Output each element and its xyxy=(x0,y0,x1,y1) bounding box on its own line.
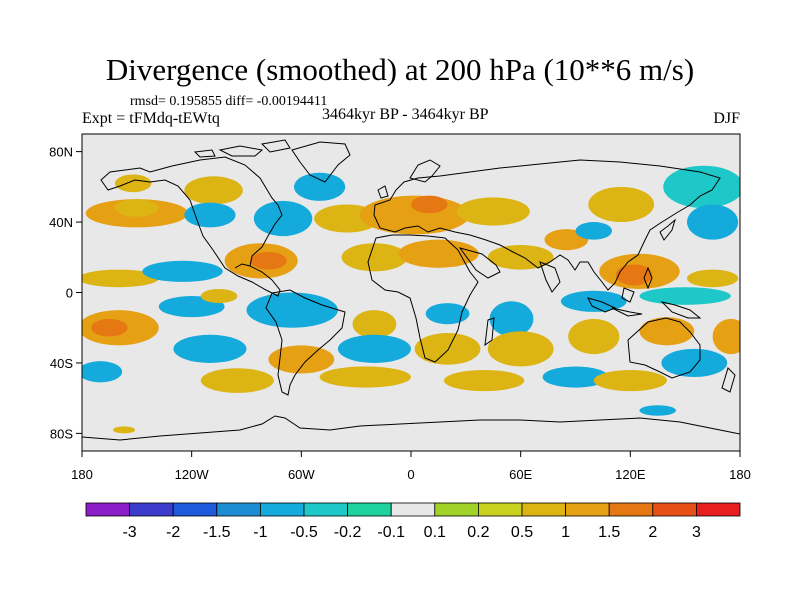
colorbar-swatch-1 xyxy=(129,502,174,517)
colorbar-swatch-7 xyxy=(390,502,436,517)
divergence-anomaly-40 xyxy=(487,331,554,367)
colorbar-swatch-5 xyxy=(303,502,348,517)
colorbar-swatch-12 xyxy=(608,502,654,517)
divergence-anomaly-49 xyxy=(542,366,609,388)
lon-tick-label: 180 xyxy=(729,467,751,482)
colorbar-swatch-9 xyxy=(477,502,523,517)
period-label: 3464kyr BP - 3464kyr BP xyxy=(322,106,489,123)
divergence-anomaly-19 xyxy=(398,239,479,268)
colorbar-label: 1.5 xyxy=(598,524,620,541)
latitude-axis: 80N 40N 0 40S 80S xyxy=(49,145,82,441)
lon-tick-label: 60W xyxy=(288,467,315,482)
experiment-label: Expt = tFMdq-tEWtq xyxy=(82,110,220,127)
divergence-anomaly-17 xyxy=(250,251,287,270)
lat-tick-label: 0 xyxy=(66,286,73,301)
colorbar-label: -0.2 xyxy=(334,524,362,541)
divergence-anomaly-28 xyxy=(352,310,397,339)
divergence-anomaly-37 xyxy=(268,345,335,374)
lon-tick-label: 60E xyxy=(509,467,532,482)
divergence-anomaly-10 xyxy=(456,197,530,226)
lat-tick-label: 40S xyxy=(50,356,73,371)
coastline-layer xyxy=(82,139,740,441)
divergence-anomaly-29 xyxy=(425,303,470,325)
colorbar-swatch-6 xyxy=(347,502,392,517)
divergence-anomaly-43 xyxy=(661,348,728,378)
colorbar-label: -1.5 xyxy=(203,524,231,541)
divergence-anomaly-48 xyxy=(443,369,525,392)
divergence-anomaly-3 xyxy=(184,176,243,205)
colorbar-label: -0.5 xyxy=(290,524,318,541)
divergence-anomaly-6 xyxy=(294,172,346,201)
lat-tick-label: 80N xyxy=(49,145,73,160)
colorbar-label: -3 xyxy=(122,524,136,541)
colorbar-swatch-10 xyxy=(521,502,566,517)
colorbar-label: 3 xyxy=(692,524,701,541)
season-label: DJF xyxy=(713,110,740,127)
colorbar-label: -1 xyxy=(253,524,267,541)
divergence-anomaly-18 xyxy=(341,243,408,272)
divergence-anomaly-2 xyxy=(114,174,152,193)
divergence-anomaly-31 xyxy=(560,290,627,312)
colorbar-swatch-3 xyxy=(216,502,261,517)
divergence-anomaly-41 xyxy=(568,318,620,355)
colorbar-label: 0.5 xyxy=(511,524,533,541)
lon-tick-label: 180 xyxy=(71,467,93,482)
divergence-anomaly-52 xyxy=(113,426,136,434)
divergence-anomaly-36 xyxy=(173,334,247,363)
divergence-anomaly-35 xyxy=(91,318,128,337)
divergence-anomaly-33 xyxy=(686,269,739,288)
lat-tick-label: 40N xyxy=(49,215,73,230)
divergence-anomaly-9 xyxy=(411,195,448,214)
divergence-anomaly-24 xyxy=(575,222,613,240)
divergence-anomaly-27 xyxy=(246,292,338,328)
colorbar-swatch-8 xyxy=(434,502,479,517)
divergence-anomaly-20 xyxy=(487,244,554,270)
lon-tick-label: 120E xyxy=(615,467,646,482)
divergence-anomaly-38 xyxy=(337,334,412,363)
divergence-anomaly-44 xyxy=(712,318,740,355)
colorbar-swatch-14 xyxy=(696,502,741,517)
longitude-axis: 180 120W 60W 0 60E 120E 180 xyxy=(71,451,751,482)
lon-tick-label: 120W xyxy=(175,467,210,482)
divergence-anomaly-45 xyxy=(82,361,123,383)
colorbar-swatch-11 xyxy=(565,502,610,517)
divergence-anomaly-50 xyxy=(593,369,667,392)
lat-tick-label: 80S xyxy=(50,426,73,441)
map-background xyxy=(82,134,740,451)
divergence-anomaly-23 xyxy=(615,264,653,286)
divergence-anomaly-15 xyxy=(142,260,223,282)
divergence-anomaly-47 xyxy=(319,366,411,388)
divergence-anomaly-13 xyxy=(686,204,739,240)
colorbar-swatch-4 xyxy=(259,502,305,517)
divergence-anomaly-1 xyxy=(114,199,159,217)
rmsd-diff-stats: rmsd= 0.195855 diff= -0.00194411 xyxy=(130,94,328,109)
colorbar-label: 0.2 xyxy=(467,524,489,541)
divergence-anomaly-layer xyxy=(82,165,740,434)
colorbar-label: -2 xyxy=(166,524,180,541)
colorbar-label: 2 xyxy=(648,524,657,541)
divergence-anomaly-5 xyxy=(253,200,313,237)
divergence-anomaly-32 xyxy=(639,287,731,305)
colorbar-swatch-2 xyxy=(172,502,218,517)
colorbar-label: 1 xyxy=(561,524,570,541)
divergence-anomaly-14 xyxy=(82,269,159,288)
divergence-anomaly-26 xyxy=(200,288,238,304)
divergence-anomaly-30 xyxy=(489,301,534,337)
divergence-anomaly-51 xyxy=(639,405,677,416)
divergence-anomaly-42 xyxy=(639,317,695,346)
divergence-anomaly-12 xyxy=(663,165,740,208)
divergence-anomaly-46 xyxy=(200,368,274,393)
divergence-anomaly-11 xyxy=(588,186,655,223)
plot-title: Divergence (smoothed) at 200 hPa (10**6 … xyxy=(105,52,695,87)
colorbar: -3 -2 -1.5 -1 -0.5 -0.2 -0.1 0.1 0.2 0.5 1 1.5 2 3 xyxy=(85,502,741,541)
colorbar-swatch-13 xyxy=(652,502,697,517)
lon-tick-label: 0 xyxy=(407,467,414,482)
colorbar-label: -0.1 xyxy=(377,524,405,541)
colorbar-swatch-0 xyxy=(85,502,130,517)
colorbar-label: 0.1 xyxy=(424,524,446,541)
divergence-anomaly-39 xyxy=(414,333,481,365)
